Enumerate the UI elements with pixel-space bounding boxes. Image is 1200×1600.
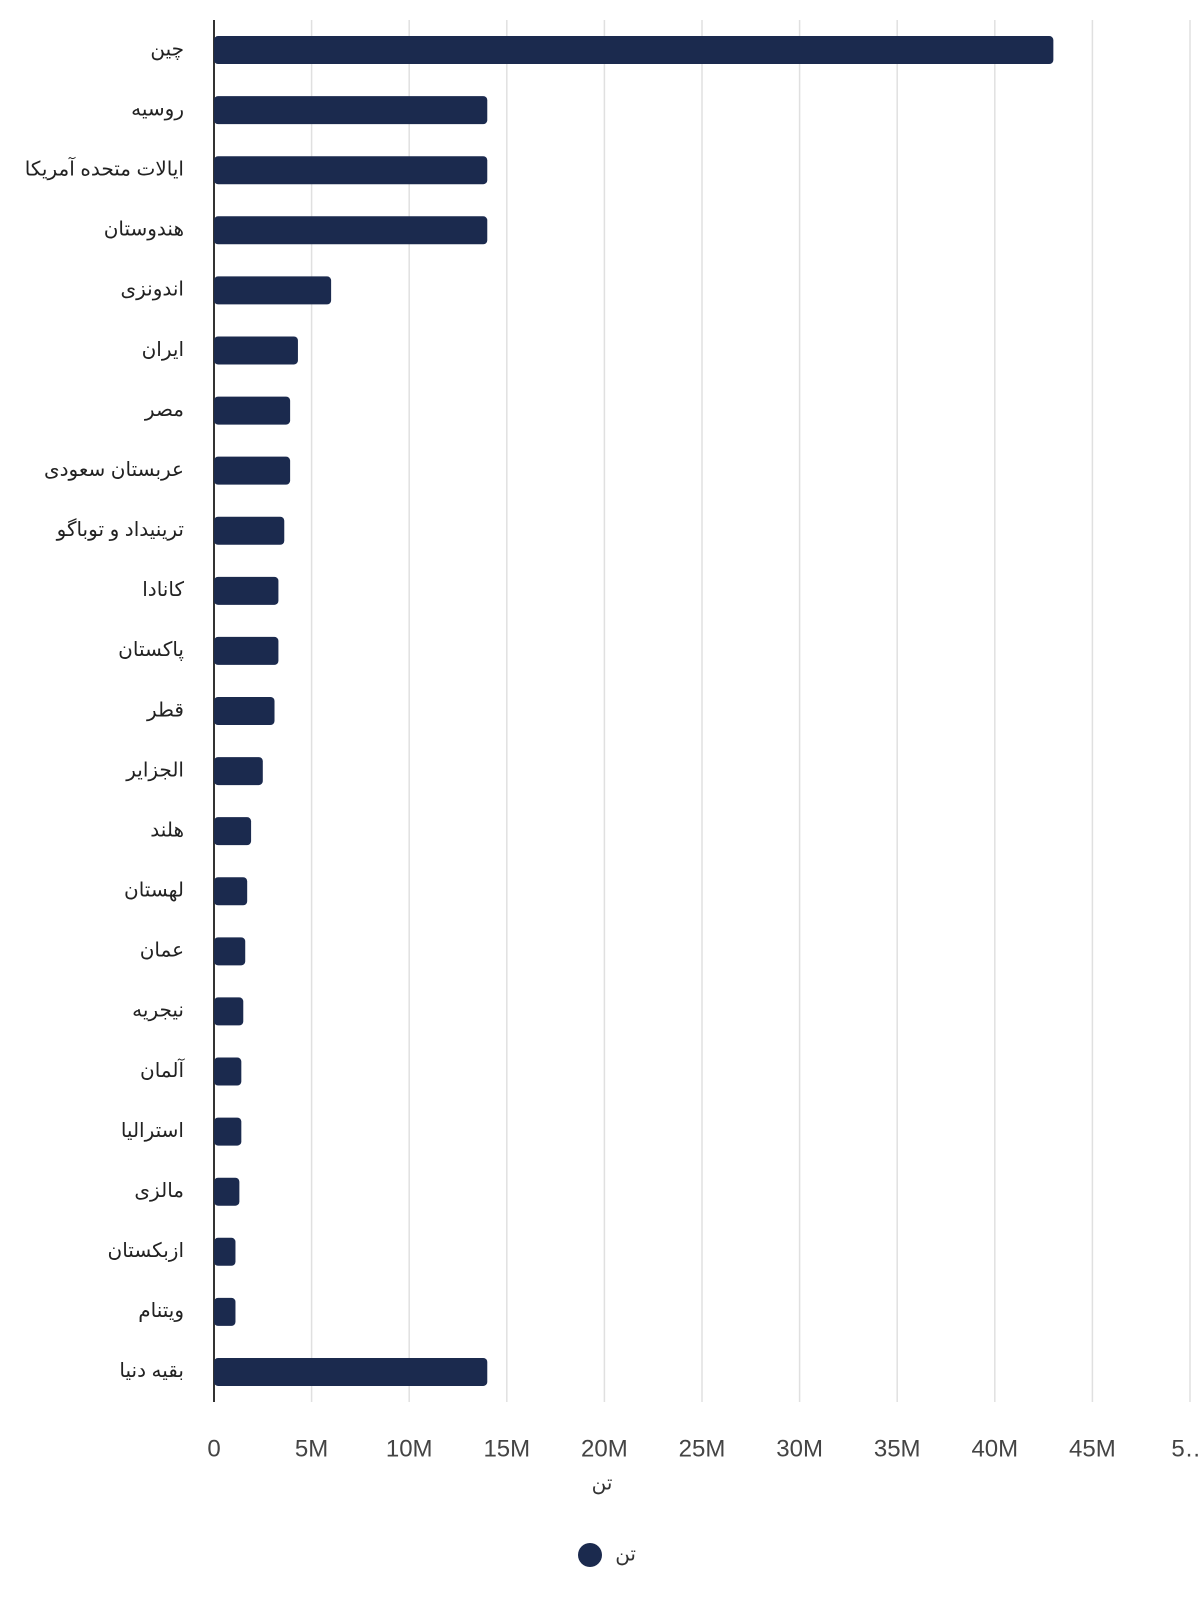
legend-marker [578,1543,602,1567]
y-tick-label: اندونزی [120,279,184,301]
y-tick-label: کانادا [142,579,184,601]
bar [214,456,291,485]
y-tick-label: روسیه [131,98,184,120]
y-tick-label: ایران [142,339,184,361]
bar [214,576,279,605]
y-tick-label: ایالات متحده آمریکا [25,155,184,180]
bar [214,216,488,245]
y-tick-label: مصر [144,399,184,421]
bar [214,156,488,185]
y-tick-label: لهستان [124,880,184,902]
x-axis-title: تن [592,1472,613,1494]
bar [214,1117,242,1146]
bar [214,336,298,365]
y-tick-label: هندوستان [104,219,184,241]
y-tick-label: پاکستان [118,639,184,662]
bar [214,636,279,665]
bar [214,877,248,906]
y-tick-label: عربستان سعودی [44,459,184,481]
x-tick-label: 20M [581,1435,628,1462]
x-tick-label: 25M [679,1435,726,1462]
bar [214,997,244,1026]
x-tick-label: 15M [483,1435,530,1462]
bar [214,1357,488,1386]
x-tick-label: 10M [386,1435,433,1462]
y-tick-label: بقیه دنیا [119,1360,184,1382]
y-tick-label: آلمان [140,1057,185,1082]
y-tick-label: عمان [140,940,184,962]
bar [214,1177,240,1206]
x-tick-label: 5… [1171,1435,1200,1462]
y-tick-label: الجزایر [125,759,184,781]
bar [214,1297,236,1326]
y-tick-label: استرالیا [121,1120,184,1142]
x-tick-label: 35M [874,1435,921,1462]
bar [214,396,291,425]
bar [214,1237,236,1266]
y-tick-label: قطر [146,699,184,721]
y-tick-label: ترینیداد و توباگو [56,518,184,541]
bar [214,276,332,305]
x-tick-label: 40M [971,1435,1018,1462]
bar [214,937,246,966]
bar [214,96,488,125]
y-tick-label: چین [150,38,184,60]
x-tick-label: 30M [776,1435,823,1462]
bar [214,817,252,846]
x-tick-label: 0 [207,1435,220,1462]
legend-label: تن [615,1543,636,1565]
x-tick-label: 45M [1069,1435,1116,1462]
bar [214,757,263,786]
y-tick-label: ویتنام [138,1300,184,1322]
y-tick-label: نیجریه [132,1000,184,1022]
bar [214,516,285,545]
y-tick-label: هلند [150,819,184,841]
bar [214,697,275,725]
y-tick-label: ازبکستان [108,1240,184,1262]
x-tick-label: 5M [295,1435,328,1462]
y-tick-label: مالزی [134,1180,184,1202]
bar [214,36,1054,65]
bar [214,1057,242,1086]
